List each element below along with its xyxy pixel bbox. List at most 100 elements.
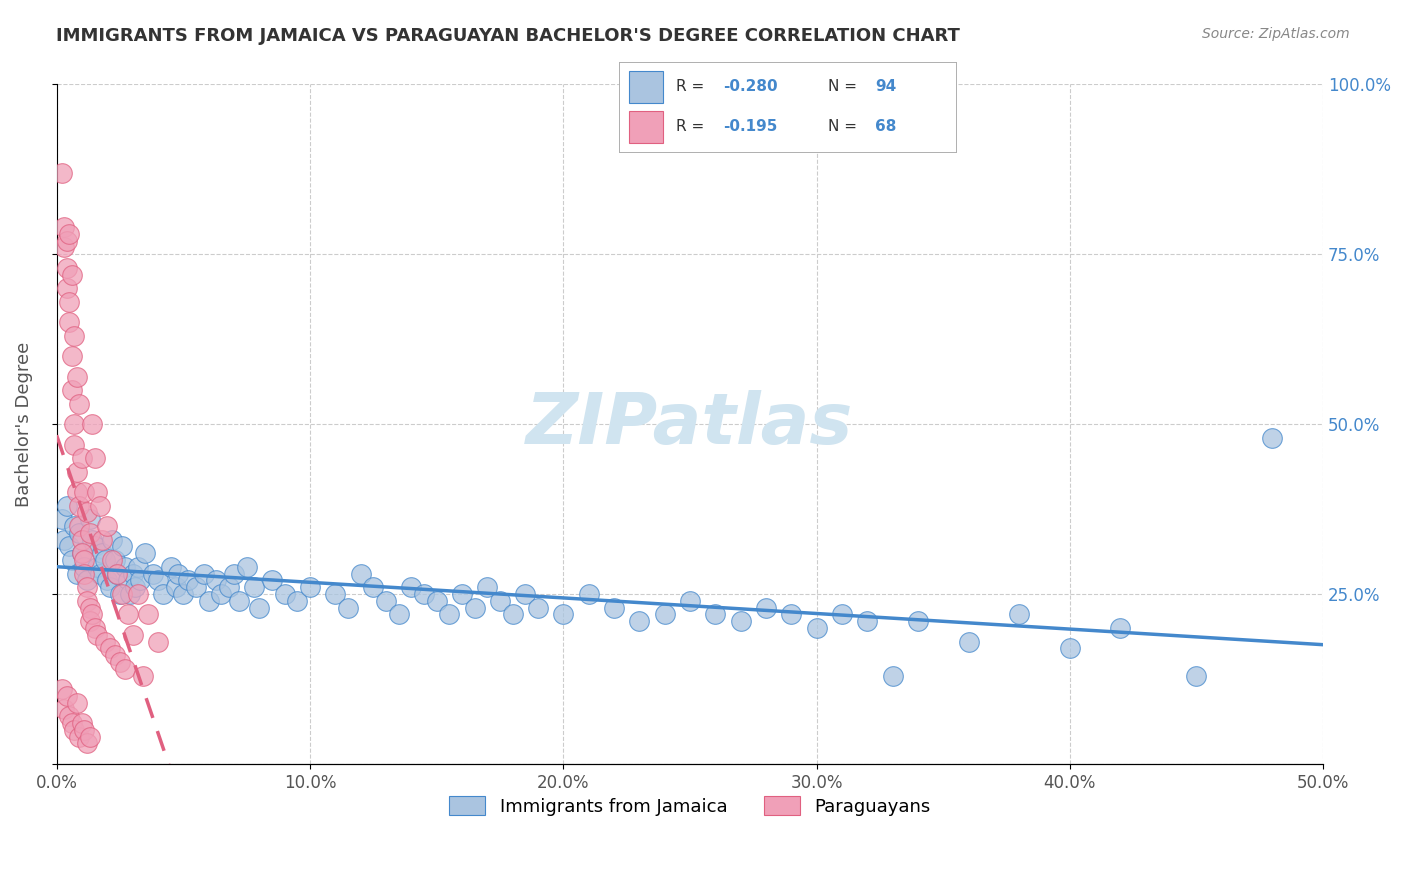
Point (108, 655, 131, 669)
Point (127, 587, 149, 601)
Point (76, 594, 98, 608)
Point (53, 533, 76, 547)
Point (205, 574, 228, 588)
Point (63, 437, 86, 451)
Point (285, 594, 308, 608)
Point (51, 166, 73, 180)
Point (79, 512, 101, 526)
Point (55, 281, 77, 295)
Point (489, 594, 512, 608)
Point (76, 736, 98, 750)
Point (120, 587, 142, 601)
Text: N =: N = (828, 79, 862, 94)
Point (55, 499, 77, 513)
Point (67, 525, 90, 540)
Point (806, 621, 828, 635)
Text: ZIPatlas: ZIPatlas (526, 390, 853, 458)
Point (628, 614, 651, 628)
Point (1109, 621, 1132, 635)
Point (124, 580, 146, 594)
Point (578, 587, 600, 601)
Point (172, 587, 194, 601)
Point (60, 268, 83, 282)
Point (73, 723, 96, 737)
Point (53, 240, 76, 254)
Point (235, 559, 257, 574)
Point (80, 417, 103, 431)
Point (114, 662, 136, 676)
Point (159, 559, 181, 574)
Point (114, 559, 136, 574)
Point (127, 559, 149, 574)
Point (136, 607, 159, 622)
Point (76, 574, 98, 588)
Text: R =: R = (676, 79, 709, 94)
Point (60, 716, 83, 731)
Point (86, 628, 108, 642)
Point (66, 696, 89, 710)
Point (58, 315, 80, 329)
Point (146, 634, 169, 648)
Point (108, 587, 131, 601)
Point (70, 451, 93, 466)
Point (527, 600, 550, 615)
Point (882, 668, 904, 682)
Point (907, 614, 929, 628)
Point (96, 574, 118, 588)
Point (55, 260, 77, 275)
Point (464, 600, 486, 615)
Point (603, 600, 626, 615)
Point (260, 574, 283, 588)
Point (298, 580, 321, 594)
Point (63, 328, 86, 343)
Point (502, 607, 524, 622)
Point (374, 594, 396, 608)
Text: Source: ZipAtlas.com: Source: ZipAtlas.com (1202, 27, 1350, 41)
Point (856, 614, 879, 628)
Point (63, 723, 86, 737)
Point (91, 533, 114, 547)
Point (91, 546, 114, 560)
Point (134, 546, 156, 560)
Point (76, 580, 98, 594)
Point (1185, 668, 1208, 682)
Point (70, 546, 93, 560)
Point (247, 600, 270, 615)
Point (142, 566, 165, 581)
Point (755, 600, 778, 615)
Point (323, 587, 346, 601)
Point (451, 587, 474, 601)
Text: -0.280: -0.280 (723, 79, 778, 94)
Point (86, 559, 108, 574)
Point (51, 512, 73, 526)
Point (197, 594, 219, 608)
Point (66, 465, 89, 479)
Point (439, 607, 461, 622)
Point (412, 587, 434, 601)
Point (361, 580, 384, 594)
Text: IMMIGRANTS FROM JAMAICA VS PARAGUAYAN BACHELOR'S DEGREE CORRELATION CHART: IMMIGRANTS FROM JAMAICA VS PARAGUAYAN BA… (56, 27, 960, 45)
Point (53, 702, 76, 716)
Point (152, 587, 174, 601)
Point (67, 397, 90, 411)
Point (70, 546, 93, 560)
Point (477, 580, 499, 594)
Point (132, 668, 155, 682)
Point (111, 540, 134, 554)
Point (101, 553, 124, 567)
Point (93, 553, 115, 567)
Point (165, 580, 187, 594)
Point (76, 505, 98, 519)
Text: N =: N = (828, 120, 862, 134)
Point (98, 641, 121, 656)
Text: 68: 68 (875, 120, 897, 134)
Point (228, 594, 250, 608)
Point (1261, 431, 1284, 445)
Point (515, 587, 537, 601)
Point (80, 607, 103, 622)
Point (83, 451, 105, 466)
Text: R =: R = (676, 120, 709, 134)
Point (66, 485, 89, 500)
Text: -0.195: -0.195 (723, 120, 778, 134)
Point (107, 566, 129, 581)
